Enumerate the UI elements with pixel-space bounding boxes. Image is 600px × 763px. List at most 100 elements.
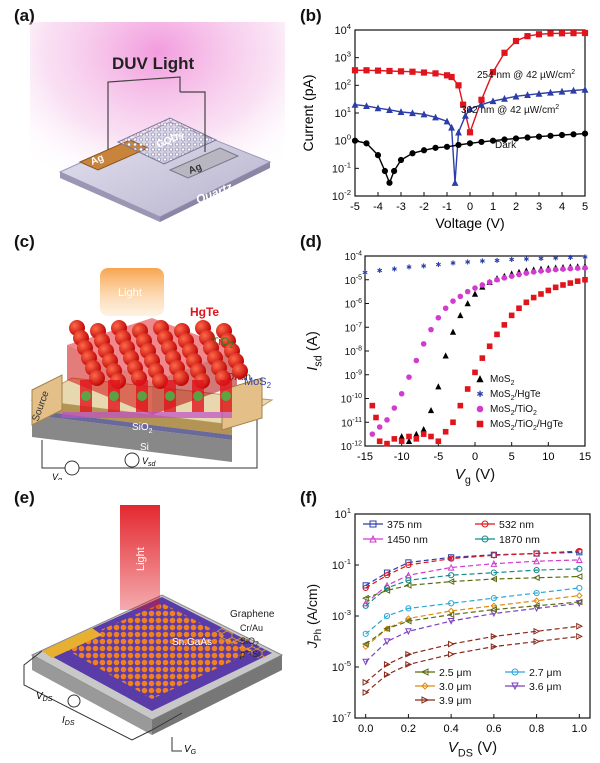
- chart-d-point: ✱: [523, 255, 529, 263]
- chart-d-point: [508, 312, 515, 319]
- chart-d-legend-label: MoS2: [490, 374, 515, 387]
- chart-d-point: [530, 269, 537, 275]
- chart-f-point: [405, 650, 413, 658]
- chart-d-point: [442, 428, 449, 435]
- chart-d-point: [442, 305, 449, 312]
- chart-b-point: [558, 87, 566, 95]
- svg-text:Sn.GaAs: Sn.GaAs: [172, 637, 212, 648]
- chart-d-point: [472, 369, 478, 376]
- chart-f-series-8: [362, 622, 584, 686]
- svg-text:SiO2: SiO2: [240, 636, 259, 648]
- chart-f-legend-label: 2.7 μm: [529, 667, 562, 679]
- chart-d-point: ✱: [567, 254, 573, 262]
- chart-b-point: [524, 33, 531, 40]
- chart-d-point: [552, 284, 559, 291]
- chart-b-point: [448, 123, 456, 131]
- chart-d-point: [413, 436, 420, 442]
- chart-d-point: ✱: [435, 261, 441, 269]
- chart-d-point: [427, 406, 435, 414]
- svg-text:Graphene: Graphene: [230, 609, 275, 620]
- chart-b-point: [558, 131, 566, 139]
- chart-d-point: [508, 273, 515, 279]
- nanocrystal-film: [62, 603, 254, 699]
- chart-f-point: [362, 689, 370, 696]
- chart-b-xtick: -3: [396, 201, 406, 213]
- mos2-layer: [62, 412, 232, 418]
- chart-b-point: [363, 140, 370, 147]
- chart-b-annotation-1: 302 nm @ 42 µW/cm2: [461, 104, 559, 116]
- chart-d-point: [413, 430, 420, 437]
- chart-d-frame: [364, 255, 586, 447]
- chart-f-point: [533, 589, 540, 597]
- chart-f-point: [532, 574, 540, 582]
- chart-d-point: [398, 438, 405, 445]
- chart-b-point: [570, 86, 577, 94]
- chart-d-legend-item-2: MoS2/TiO2: [476, 404, 537, 417]
- chart-b-point: [351, 137, 359, 144]
- chart-d-point: [457, 402, 464, 409]
- chart-b-point: [432, 70, 439, 77]
- chart-d-point: [435, 383, 442, 390]
- chart-d-point: [457, 293, 464, 300]
- chart-b-xtick: -1: [442, 201, 452, 213]
- vg-source: [64, 460, 80, 476]
- light-beam: [120, 505, 160, 610]
- chart-f-point: [383, 661, 391, 668]
- chart-d-xlabel: Vg (V): [455, 466, 495, 487]
- chart-f-series-5: [362, 584, 583, 637]
- panel-label-f: (f): [300, 488, 317, 507]
- chart-f-point: [576, 584, 583, 592]
- chart-f-series-2: [362, 556, 583, 607]
- chart-f-point: [447, 563, 455, 571]
- chart-f-ytick: 10-3: [332, 608, 351, 623]
- chart-d-point: [567, 265, 574, 272]
- chart-f-point: [490, 595, 497, 602]
- chart-d-point: [435, 314, 442, 321]
- chart-b-xtick: 3: [536, 201, 542, 213]
- chart-b-point: [547, 132, 554, 139]
- svg-text:Vsd: Vsd: [142, 456, 157, 468]
- chart-f-legend-marker: [481, 520, 489, 528]
- chart-b-xtick: -4: [373, 201, 383, 213]
- panel-label-d: (d): [300, 232, 322, 251]
- chart-f-series-6: [362, 592, 583, 650]
- chart-d-point: [471, 290, 479, 297]
- tio2-particle: [109, 391, 119, 401]
- chart-b-point: [489, 137, 497, 144]
- chart-d-point: [450, 419, 456, 426]
- chart-f-xlabel: VDS (V): [448, 739, 497, 760]
- chart-f-point: [362, 678, 370, 686]
- chart-f-point: [576, 565, 583, 572]
- chart-d-point: [545, 267, 552, 274]
- chart-f-legend-marker: [369, 520, 377, 528]
- chart-f-point: [575, 573, 583, 580]
- chart-b-point: [581, 130, 589, 137]
- chart-f-line-6: [365, 595, 580, 648]
- panel-label-b: (b): [300, 6, 322, 25]
- svg-text:VDS: VDS: [36, 691, 53, 703]
- chart-f-point: [447, 578, 455, 585]
- chart-f-series-10: [362, 632, 584, 696]
- chart-f-legend-marker: [421, 682, 429, 690]
- chart-d-ytick: 10-9: [345, 369, 362, 382]
- chart-f-line-9: [365, 601, 580, 645]
- chart-b-xtick: 4: [559, 201, 565, 213]
- chart-b-point: [535, 89, 543, 97]
- chart-d-point: [398, 390, 405, 397]
- gqds-film: [116, 117, 218, 165]
- chart-f-point: [490, 606, 497, 614]
- chart-f-ytick: 10-1: [332, 557, 351, 572]
- chart-f-point: [533, 597, 540, 605]
- chart-b-point: [512, 92, 520, 100]
- chart-b-point: [581, 85, 589, 93]
- chart-d-legend-item-1: ✱ MoS2/HgTe: [476, 389, 541, 402]
- chart-d-point: [406, 374, 412, 380]
- chart-d-series-0: [398, 263, 589, 445]
- chart-d-point: [574, 278, 581, 284]
- svg-text:p+-Si: p+-Si: [239, 649, 260, 659]
- chart-f-line-4: [365, 575, 580, 599]
- chart-f-point: [447, 618, 455, 625]
- chart-b-point: [443, 117, 451, 125]
- chart-d-point: [405, 437, 413, 445]
- chart-d-xtick: 10: [542, 451, 554, 463]
